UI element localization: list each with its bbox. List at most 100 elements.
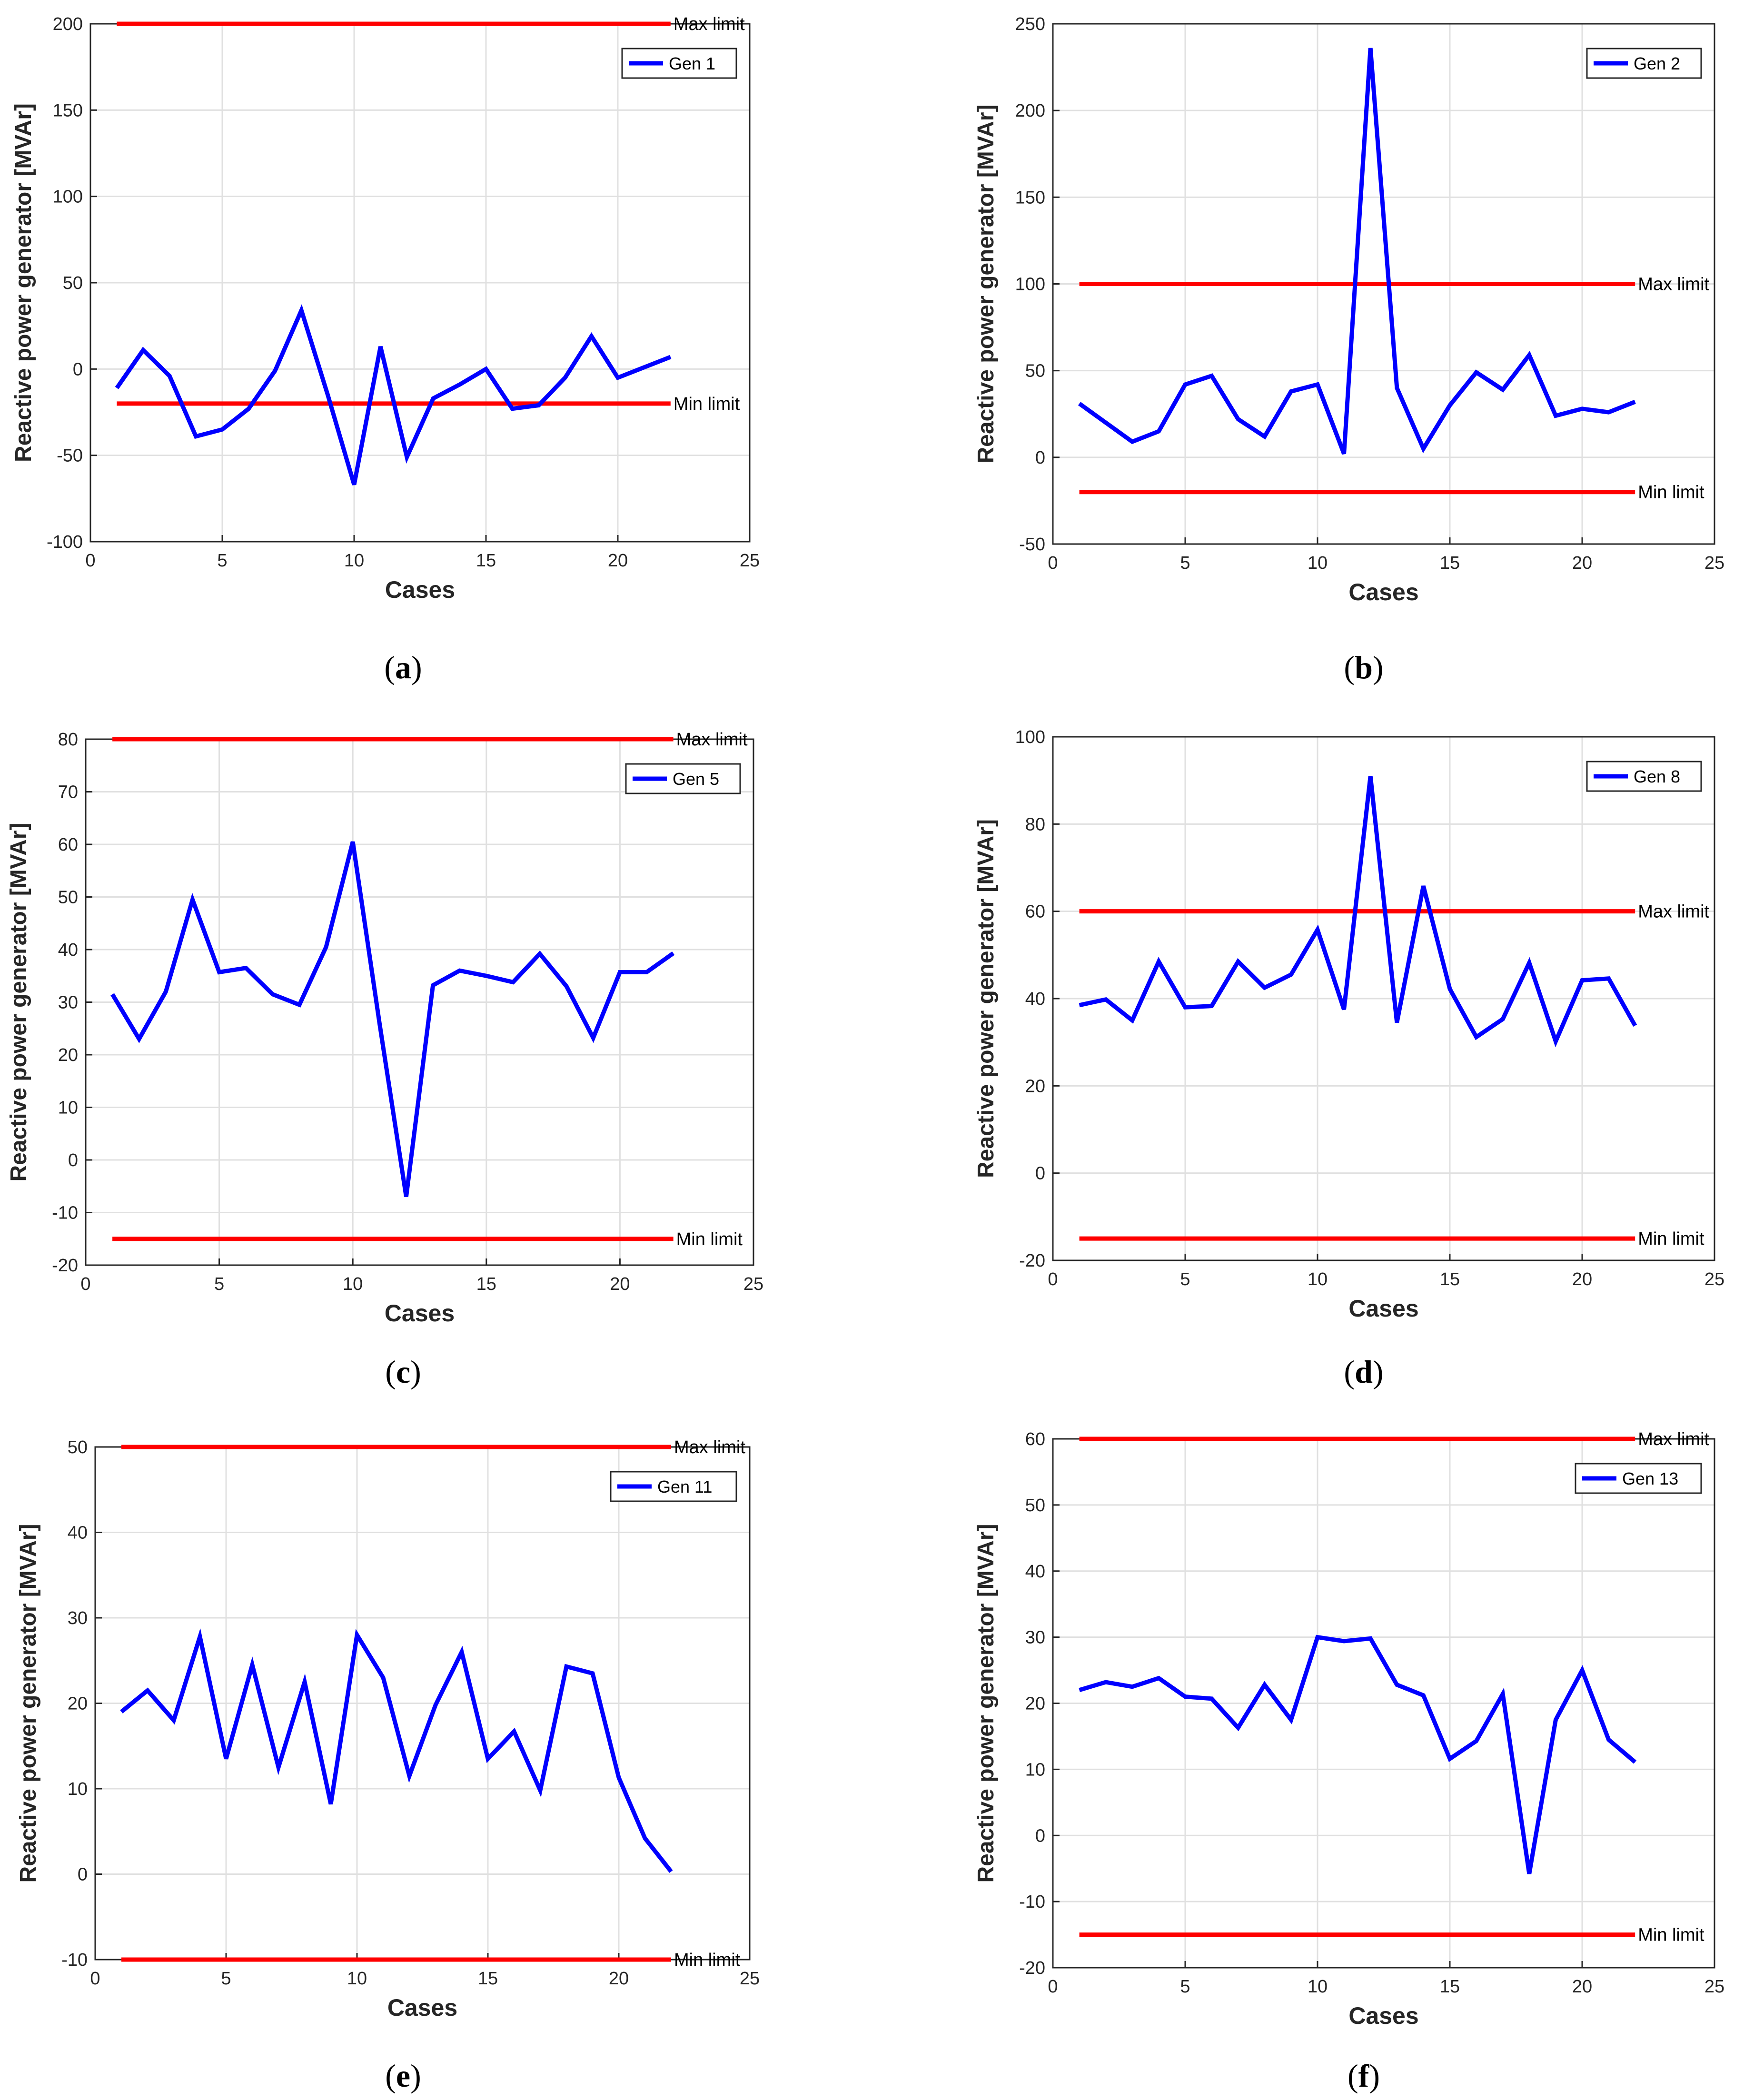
y-tick-label: 0 (73, 359, 83, 379)
x-tick-label: 15 (1440, 553, 1460, 573)
x-tick-label: 25 (1704, 1269, 1724, 1289)
legend-label: Gen 11 (657, 1477, 712, 1496)
y-tick-label: 40 (68, 1523, 88, 1543)
x-tick-label: 0 (1048, 1269, 1058, 1289)
x-tick-label: 25 (740, 1969, 760, 1989)
legend-label: Gen 2 (1634, 54, 1680, 73)
data-series-line (1078, 48, 1636, 455)
x-tick-label: 15 (476, 551, 496, 571)
x-tick-label: 15 (476, 1274, 496, 1294)
y-axis-label: Reactive power generator [MVAr] (6, 823, 31, 1182)
y-tick-label: 200 (1015, 101, 1045, 121)
y-tick-label: 20 (68, 1694, 88, 1714)
limit-label: Max limit (676, 730, 748, 750)
y-axis-label: Reactive power generator [MVAr] (973, 1524, 999, 1883)
x-tick-label: 20 (608, 551, 628, 571)
limit-label: Min limit (674, 1950, 741, 1970)
y-tick-label: 30 (58, 993, 78, 1013)
subplot-caption: (f) (1348, 2058, 1380, 2094)
limit-label: Max limit (674, 1437, 745, 1457)
y-tick-label: 100 (1015, 727, 1045, 747)
x-tick-label: 15 (1440, 1977, 1460, 1997)
y-tick-label: -50 (1019, 535, 1045, 555)
y-tick-label: 0 (68, 1150, 78, 1170)
y-tick-label: -10 (52, 1203, 78, 1223)
y-tick-label: 0 (1035, 1164, 1045, 1184)
x-tick-label: 20 (609, 1969, 629, 1989)
y-tick-label: 50 (1025, 361, 1045, 381)
y-tick-label: 40 (1025, 1562, 1045, 1582)
limit-label: Max limit (674, 14, 745, 34)
y-tick-label: 20 (1025, 1076, 1045, 1096)
legend-label: Gen 8 (1634, 767, 1680, 786)
legend-label: Gen 5 (673, 769, 719, 789)
y-tick-label: 80 (1025, 814, 1045, 834)
limit-label: Min limit (1638, 1925, 1704, 1945)
y-tick-label: 150 (1015, 188, 1045, 208)
x-axis-label: Cases (1348, 2002, 1418, 2029)
x-tick-label: 10 (1308, 1269, 1328, 1289)
limit-label: Max limit (1638, 902, 1709, 922)
subplot-caption: (c) (385, 1354, 421, 1390)
x-tick-label: 5 (221, 1969, 231, 1989)
data-series-line (110, 841, 675, 1197)
x-tick-label: 5 (1180, 1269, 1190, 1289)
y-axis-label: Reactive power generator [MVAr] (16, 1524, 41, 1883)
y-tick-label: 10 (1025, 1760, 1045, 1780)
x-tick-label: 15 (478, 1969, 498, 1989)
x-tick-label: 10 (1308, 1977, 1328, 1997)
x-tick-label: 10 (344, 551, 364, 571)
x-tick-label: 25 (1704, 1977, 1724, 1997)
y-tick-label: 60 (1025, 902, 1045, 922)
x-tick-label: 0 (90, 1969, 100, 1989)
y-axis-label: Reactive power generator [MVAr] (973, 819, 999, 1178)
legend-label: Gen 1 (669, 54, 715, 73)
y-tick-label: 20 (1025, 1694, 1045, 1714)
x-tick-label: 25 (1704, 553, 1724, 573)
subplot-caption: (b) (1344, 649, 1383, 685)
y-tick-label: -20 (1019, 1958, 1045, 1978)
limit-label: Min limit (1638, 1229, 1704, 1249)
y-tick-label: 70 (58, 783, 78, 802)
limit-label: Min limit (1638, 483, 1704, 503)
x-tick-label: 20 (1572, 1269, 1592, 1289)
y-tick-label: 100 (1015, 275, 1045, 295)
x-tick-label: 20 (610, 1274, 630, 1294)
y-tick-label: 50 (68, 1437, 88, 1457)
y-tick-label: 60 (58, 835, 78, 855)
y-tick-label: 30 (68, 1608, 88, 1628)
x-tick-label: 5 (214, 1274, 224, 1294)
y-tick-label: 10 (68, 1779, 88, 1799)
y-axis-label: Reactive power generator [MVAr] (11, 103, 36, 462)
y-tick-label: 0 (1035, 448, 1045, 468)
x-tick-label: 20 (1572, 1977, 1592, 1997)
y-tick-label: -50 (57, 446, 83, 466)
chart-panel-b: 0 5 10 15 20 25-50050100150200250CasesReactiv… (973, 14, 1724, 685)
y-tick-label: -20 (52, 1256, 78, 1276)
x-axis-label: Cases (385, 1300, 455, 1327)
y-tick-label: -20 (1019, 1251, 1045, 1271)
subplot-caption: (a) (384, 649, 422, 685)
y-tick-label: 0 (1035, 1826, 1045, 1846)
x-tick-label: 15 (1440, 1269, 1460, 1289)
y-tick-label: 250 (1015, 14, 1045, 34)
x-axis-label: Cases (1348, 1295, 1418, 1322)
limit-label: Min limit (676, 1229, 743, 1249)
y-tick-label: -10 (1019, 1892, 1045, 1912)
y-tick-label: -100 (47, 532, 83, 552)
y-tick-label: 60 (1025, 1429, 1045, 1449)
data-series-line (1079, 775, 1637, 1048)
y-tick-label: 50 (1025, 1496, 1045, 1516)
x-tick-label: 25 (740, 551, 760, 571)
x-tick-label: 0 (85, 551, 95, 571)
chart-panel-c: 0 5 10 15 20 25 -20 -10 0 10 20 30 40 50 60 70 80 Cases Re… (6, 730, 763, 1390)
subplot-caption: (d) (1344, 1354, 1383, 1390)
x-tick-label: 20 (1572, 553, 1592, 573)
y-tick-label: 40 (58, 940, 78, 960)
y-tick-label: 50 (63, 273, 83, 293)
x-axis-label: Cases (1348, 579, 1418, 605)
y-tick-label: 200 (53, 14, 83, 34)
y-tick-label: 10 (58, 1098, 78, 1118)
